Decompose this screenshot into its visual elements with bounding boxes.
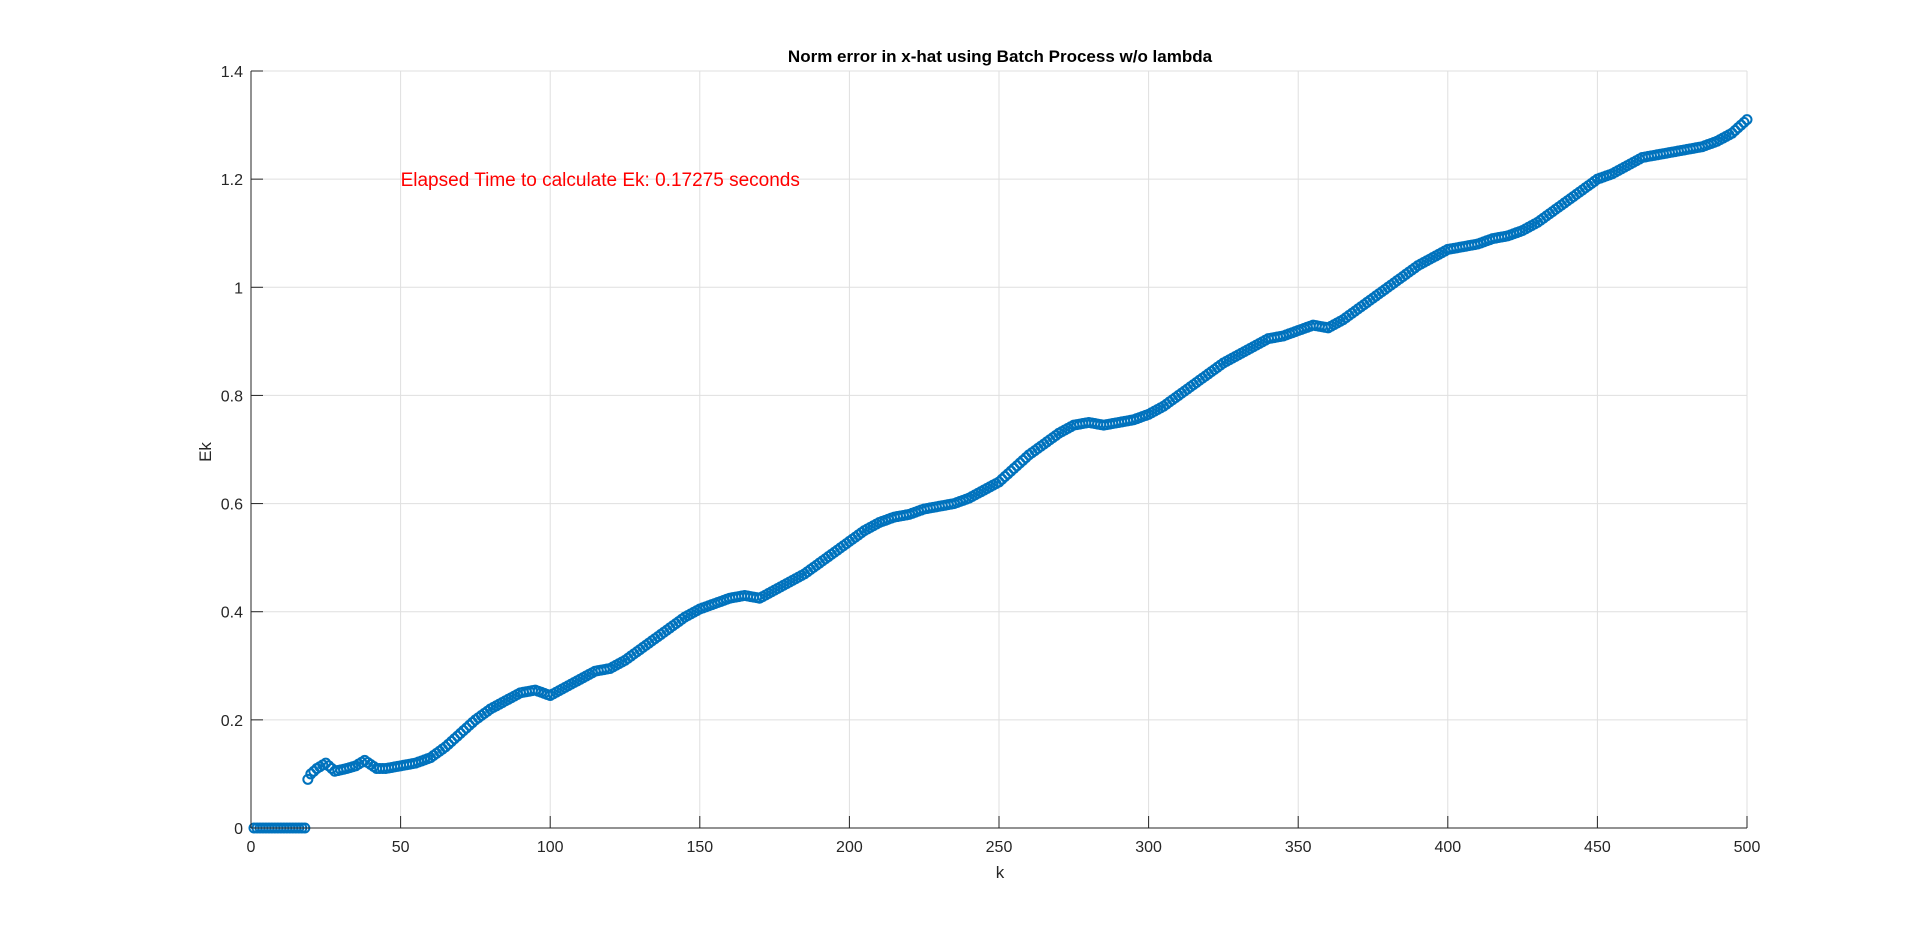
- data-point: [996, 473, 1008, 485]
- data-point: [457, 725, 469, 737]
- y-tick-label: 0.4: [221, 605, 243, 622]
- data-point: [305, 768, 317, 780]
- y-tick-label: 0.8: [221, 388, 243, 405]
- data-point: [1005, 465, 1017, 477]
- x-tick-label: 50: [392, 839, 410, 856]
- x-axis-label: k: [996, 863, 1005, 882]
- x-tick-label: 500: [1734, 839, 1761, 856]
- x-tick-label: 0: [247, 839, 256, 856]
- x-tick-label: 250: [986, 839, 1013, 856]
- x-tick-label: 300: [1135, 839, 1162, 856]
- y-tick-label: 0.2: [221, 713, 243, 730]
- data-point: [1729, 124, 1741, 136]
- data-point: [445, 735, 457, 747]
- data-point: [463, 719, 475, 731]
- tick-label-layer: 0 50 100 150 200 250 300 350 400 450 500 0 0.2 0.4 0.6…: [221, 64, 1761, 856]
- data-point: [1014, 457, 1026, 469]
- x-tick-label: 200: [836, 839, 863, 856]
- x-tick-label: 100: [537, 839, 564, 856]
- y-tick-label: 1.2: [221, 172, 243, 189]
- y-tick-label: 0.6: [221, 497, 243, 514]
- x-tick-label: 450: [1584, 839, 1611, 856]
- data-point: [451, 730, 463, 742]
- data-point: [1002, 468, 1014, 480]
- axes-layer: [250, 70, 1748, 829]
- data-point: [1011, 460, 1023, 472]
- data-point: [448, 733, 460, 745]
- data-point: [999, 471, 1011, 483]
- data-point: [1741, 114, 1753, 126]
- data-point: [1726, 127, 1738, 139]
- x-tick-label: 400: [1434, 839, 1461, 856]
- data-point: [1735, 119, 1747, 131]
- data-layer: [248, 114, 1753, 834]
- data-point: [320, 757, 332, 769]
- data-point: [323, 760, 335, 772]
- chart-title: Norm error in x-hat using Batch Process …: [788, 47, 1213, 66]
- data-point: [442, 738, 454, 750]
- elapsed-time-annotation: Elapsed Time to calculate Ek: 0.17275 se…: [401, 170, 800, 191]
- data-point: [454, 727, 466, 739]
- data-point: [1738, 116, 1750, 128]
- y-tick-label: 1: [234, 280, 243, 297]
- data-point: [460, 722, 472, 734]
- y-axis-label: Ek: [196, 442, 215, 462]
- y-tick-label: 1.4: [221, 64, 243, 81]
- y-tick-label: 0: [234, 821, 243, 838]
- data-point: [1008, 462, 1020, 474]
- data-point: [1017, 454, 1029, 466]
- x-tick-label: 350: [1285, 839, 1312, 856]
- data-point: [1732, 122, 1744, 134]
- data-point: [993, 476, 1005, 488]
- data-point: [302, 773, 314, 785]
- x-tick-label: 150: [686, 839, 713, 856]
- data-point: [439, 741, 451, 753]
